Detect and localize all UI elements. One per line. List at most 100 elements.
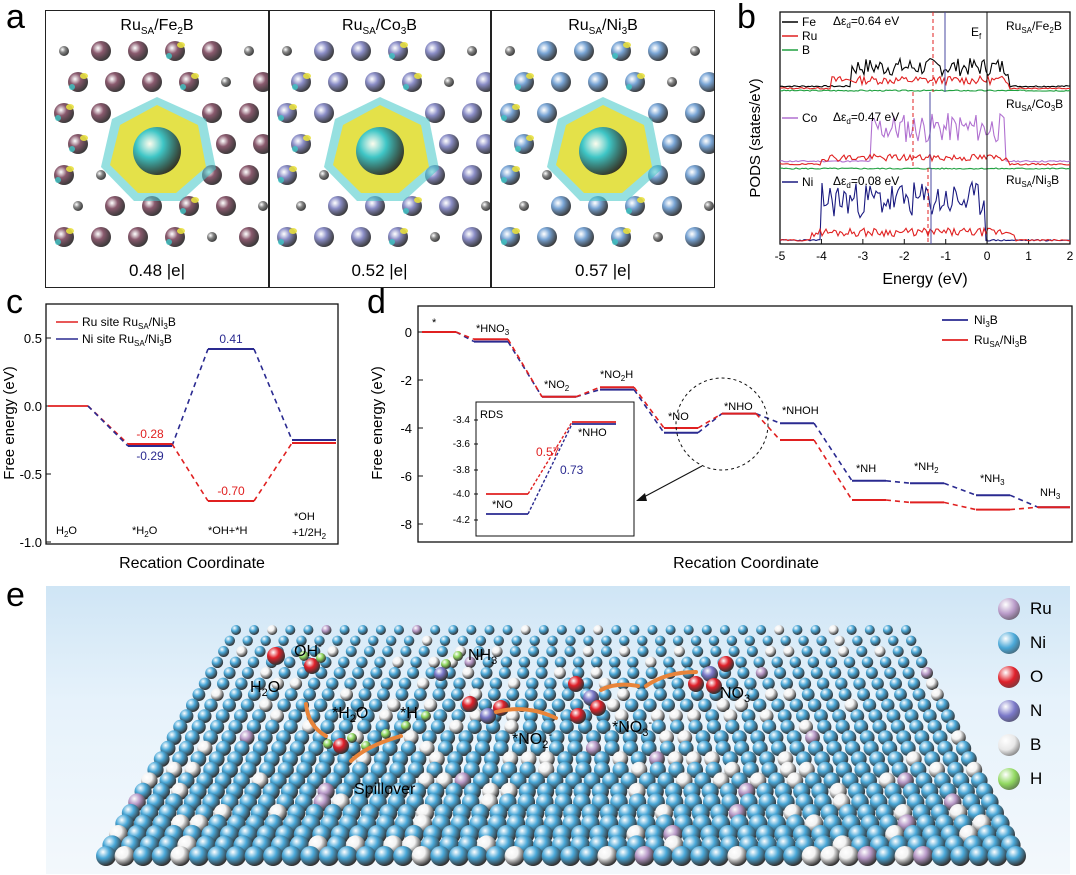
- ni-atom: [339, 625, 350, 635]
- ni-atom: [281, 846, 302, 866]
- pdos-xtick: -2: [899, 249, 910, 263]
- charge-lobe: [389, 239, 395, 245]
- ru-atom: [913, 846, 934, 866]
- b-atom: [593, 625, 604, 635]
- svg-text:-3.8: -3.8: [453, 465, 471, 476]
- charge-map-ni3b: RuSA/Ni3B 0.57 |e|: [492, 11, 714, 287]
- ni-atom: [360, 709, 375, 723]
- boron-atom: [207, 232, 217, 242]
- d-rusa-ni3b-link: [813, 439, 853, 501]
- ni-atom: [968, 846, 989, 866]
- ni-atom: [670, 719, 685, 734]
- b-atom: [844, 698, 858, 712]
- ni-atom: [609, 656, 621, 668]
- ni-atom: [762, 677, 775, 690]
- ni-atom: [285, 625, 296, 635]
- ni-atom: [616, 846, 636, 866]
- metal-atom: [91, 227, 111, 247]
- o-adsorbate: [718, 656, 734, 672]
- ni-atom: [819, 646, 831, 657]
- ni-atom: [565, 635, 576, 646]
- ni-atom: [254, 646, 266, 657]
- ni-atom: [288, 709, 303, 723]
- d-ni3b-link: [885, 480, 911, 484]
- ni-atom: [356, 656, 368, 668]
- metal-atom: [128, 227, 148, 247]
- b-atom: [834, 635, 845, 646]
- boron-atom: [690, 46, 700, 56]
- reaction-arrow: [304, 702, 328, 738]
- ni-atom: [746, 646, 758, 657]
- legend-o: O: [998, 660, 1068, 694]
- ru-single-atom: [356, 127, 404, 175]
- ni-atom: [678, 740, 694, 756]
- ni-atom: [448, 625, 459, 635]
- charge-lobe: [191, 197, 199, 203]
- charge-lobe: [69, 84, 75, 90]
- d-rusa-ni3b-link: [1009, 506, 1039, 511]
- svg-text:*NO: *NO: [668, 411, 689, 423]
- svg-text:*NH3: *NH3: [980, 473, 1005, 487]
- ni-atom: [906, 635, 917, 646]
- legend-co: Co: [782, 111, 818, 125]
- ni-atom: [671, 677, 684, 690]
- b-atom: [449, 719, 464, 734]
- charge-lobe: [389, 53, 395, 59]
- h-adsorbate: [347, 733, 357, 743]
- legend-label: H: [1030, 769, 1043, 788]
- ni-atom: [493, 740, 509, 756]
- ni3b-structure: [500, 41, 714, 247]
- metal-atom: [537, 103, 557, 123]
- ni-atom: [872, 719, 887, 734]
- ni-atom: [263, 846, 284, 866]
- ni-atom: [798, 677, 812, 690]
- svg-text:*NO: *NO: [492, 499, 513, 511]
- ni-atom: [853, 677, 866, 690]
- d-legend: Ni3B RuSA/Ni3B: [942, 313, 1027, 349]
- svg-text:*NH: *NH: [856, 463, 876, 475]
- reaction-arrow: [644, 670, 698, 688]
- ni-atom: [511, 740, 528, 756]
- o-adsorbate: [568, 676, 584, 692]
- metal-atom: [439, 196, 459, 216]
- ni-atom: [493, 635, 504, 646]
- ni-atom: [708, 635, 720, 646]
- ni-atom: [651, 719, 666, 734]
- legend-swatch: [998, 700, 1020, 722]
- ni-atom: [430, 719, 445, 734]
- metal-atom: [662, 134, 682, 154]
- charge-lobe: [512, 228, 520, 234]
- ni-atom: [456, 740, 472, 756]
- charge-lobe: [66, 166, 74, 172]
- ni-atom: [633, 719, 648, 734]
- svg-text:-1.0: -1.0: [20, 535, 42, 550]
- ni-atom: [474, 740, 491, 756]
- ni-atom: [487, 688, 501, 701]
- ni-atom: [807, 656, 820, 668]
- ni-atom: [252, 709, 266, 723]
- b-atom: [828, 625, 839, 635]
- metal-atom: [253, 72, 268, 92]
- b-atom: [340, 688, 353, 701]
- ni-atom: [653, 846, 674, 866]
- charge-lobe: [626, 84, 632, 90]
- ru-atom: [921, 667, 933, 679]
- ni-atom: [345, 740, 361, 756]
- ni-atom: [498, 667, 511, 679]
- ni-atom: [560, 709, 575, 723]
- ni-atom: [901, 625, 911, 635]
- ni-atom: [320, 719, 335, 734]
- ni-atom: [511, 635, 522, 646]
- svg-text:Co: Co: [802, 111, 818, 125]
- ni-atom: [1006, 846, 1026, 866]
- b-atom: [538, 761, 555, 778]
- ni-atom: [705, 709, 720, 723]
- ni-atom: [870, 635, 881, 646]
- ni-atom: [609, 667, 621, 679]
- ni-atom: [240, 698, 255, 712]
- charge-lobe: [303, 73, 311, 79]
- ni-atom: [591, 656, 603, 668]
- ni-atom: [321, 688, 335, 701]
- boron-atom: [653, 232, 663, 242]
- b-atom: [614, 709, 629, 723]
